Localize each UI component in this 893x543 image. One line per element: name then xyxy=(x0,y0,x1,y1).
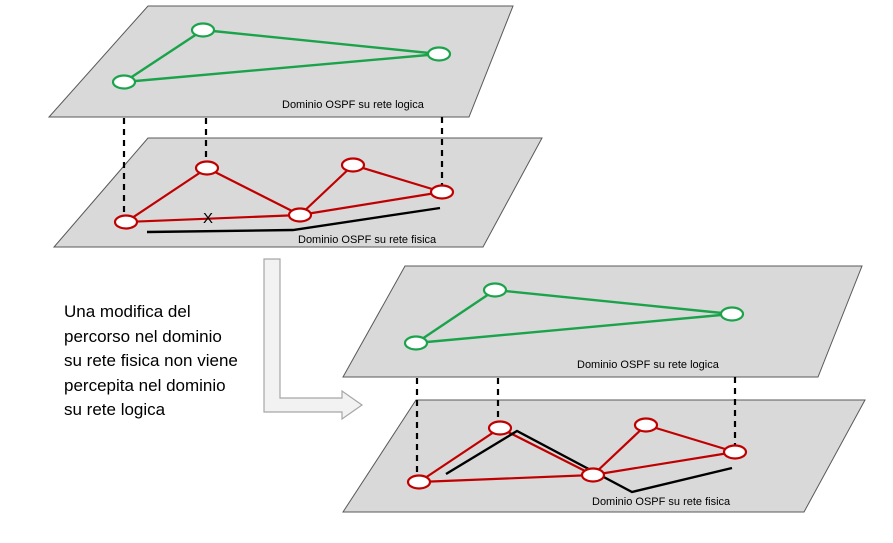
physical-router-node xyxy=(429,184,455,200)
logical-link xyxy=(415,312,733,345)
traffic-path xyxy=(146,206,441,234)
top-vertical-links xyxy=(122,117,444,214)
bottom-physical-network xyxy=(406,417,748,494)
physical-router-node xyxy=(287,207,313,223)
bottom-vertical-links xyxy=(415,377,737,474)
caption-text: Una modifica del percorso nel dominio su… xyxy=(64,300,274,423)
caption-line: percepita nel dominio xyxy=(64,375,226,395)
physical-router-node xyxy=(722,444,748,460)
transition-arrow xyxy=(263,258,364,421)
physical-link xyxy=(592,450,736,477)
logical-link xyxy=(202,28,440,56)
rerouted-traffic-path xyxy=(445,429,733,494)
plane-label: Dominio OSPF su rete fisica xyxy=(298,234,437,246)
plane-label: Dominio OSPF su rete fisica xyxy=(592,496,731,508)
physical-router-node xyxy=(580,467,606,483)
caption-line: Una modifica del xyxy=(64,302,191,321)
logical-router-node xyxy=(403,335,429,351)
physical-link xyxy=(592,424,647,476)
caption-line: su rete fisica non viene xyxy=(64,351,238,370)
logical-link xyxy=(494,288,733,316)
physical-link xyxy=(125,213,301,224)
physical-router-node xyxy=(633,417,659,433)
physical-link xyxy=(299,164,354,216)
physical-link xyxy=(645,423,736,454)
physical-router-node xyxy=(113,214,139,230)
physical-link xyxy=(299,190,443,217)
bottom-logical-network xyxy=(403,282,745,351)
physical-router-node xyxy=(406,474,432,490)
physical-link xyxy=(352,163,443,194)
logical-link xyxy=(123,52,440,84)
logical-link xyxy=(123,28,204,84)
plane-label: Dominio OSPF su rete logica xyxy=(577,359,720,371)
top-physical-network xyxy=(113,157,455,230)
logical-router-node xyxy=(190,22,216,38)
bottom-physical-plane xyxy=(342,399,866,513)
physical-link xyxy=(125,167,208,223)
logical-link xyxy=(415,289,496,344)
logical-router-node xyxy=(719,306,745,322)
logical-router-node xyxy=(111,74,137,90)
failure-mark: X xyxy=(203,210,213,227)
physical-router-node xyxy=(340,157,366,173)
physical-link xyxy=(499,427,594,476)
caption-line: percorso nel dominio xyxy=(64,326,222,346)
top-logical-plane xyxy=(47,5,514,118)
physical-link xyxy=(206,167,301,216)
logical-router-node xyxy=(426,46,452,62)
physical-router-node xyxy=(487,420,513,436)
top-logical-network xyxy=(111,22,452,90)
caption-line: su rete logica xyxy=(64,400,166,419)
physical-router-node xyxy=(194,160,220,176)
physical-link xyxy=(418,427,501,483)
bottom-logical-plane xyxy=(342,265,863,378)
top-physical-plane xyxy=(52,137,543,248)
plane-label: Dominio OSPF su rete logica xyxy=(282,99,425,111)
physical-link xyxy=(418,473,594,484)
logical-router-node xyxy=(482,282,508,298)
